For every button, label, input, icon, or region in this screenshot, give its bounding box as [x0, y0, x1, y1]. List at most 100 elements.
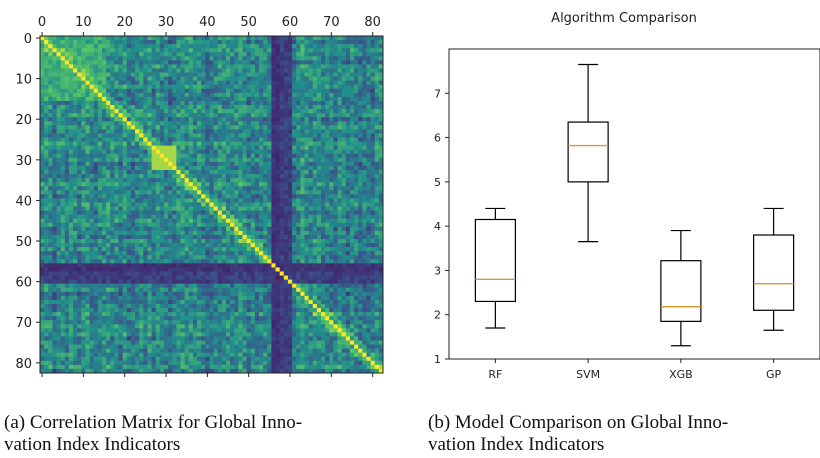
heatmap-cell	[267, 52, 272, 57]
heatmap-cell	[151, 48, 157, 53]
heatmap-cell	[250, 190, 256, 195]
heatmap-cell	[73, 210, 78, 216]
heatmap-cell	[374, 153, 380, 159]
heatmap-cell	[217, 255, 223, 260]
heatmap-cell	[292, 125, 297, 130]
heatmap-cell	[172, 255, 177, 260]
heatmap-cell	[263, 255, 268, 260]
heatmap-cell	[345, 72, 351, 77]
heatmap-cell	[329, 202, 334, 207]
heatmap-cell	[263, 121, 268, 126]
heatmap-cell	[287, 247, 293, 252]
heatmap-cell	[329, 255, 334, 260]
heatmap-cell	[296, 247, 301, 252]
heatmap-cell	[184, 157, 190, 163]
heatmap-cell	[159, 145, 165, 151]
heatmap-cell	[192, 76, 198, 82]
heatmap-cell	[155, 239, 161, 244]
heatmap-cell	[155, 251, 161, 256]
heatmap-cell	[221, 255, 227, 260]
heatmap-cell	[172, 52, 177, 57]
heatmap-cell	[48, 182, 53, 187]
heatmap-cell	[52, 161, 57, 167]
heatmap-cell	[341, 100, 347, 106]
heatmap-cell	[238, 206, 243, 211]
heatmap-cell	[246, 161, 252, 167]
heatmap-cell	[230, 44, 235, 49]
heatmap-cell	[349, 149, 355, 155]
heatmap-cell	[139, 44, 144, 49]
heatmap-cell	[337, 247, 343, 252]
heatmap-cell	[378, 109, 384, 114]
heatmap-cell	[168, 100, 173, 106]
heatmap-cell	[358, 153, 363, 159]
heatmap-cell	[114, 149, 119, 155]
heatmap-cell	[287, 60, 293, 65]
heatmap-cell	[77, 198, 82, 203]
heatmap-cell	[176, 48, 181, 53]
heatmap-cell	[325, 259, 330, 264]
heatmap-cell	[184, 190, 190, 195]
heatmap-cell	[325, 190, 330, 195]
heatmap-cell	[370, 48, 376, 53]
heatmap-cell	[44, 72, 49, 77]
heatmap-cell	[201, 40, 206, 45]
heatmap-cell	[110, 169, 115, 175]
heatmap-cell	[349, 84, 355, 90]
heatmap-cell	[110, 36, 115, 41]
heatmap-cell	[205, 153, 210, 159]
heatmap-cell	[56, 129, 62, 134]
heatmap-cell	[60, 145, 66, 151]
heatmap-cell	[341, 133, 347, 138]
heatmap-cell	[73, 279, 78, 285]
heatmap-cell	[378, 247, 384, 252]
heatmap-cell	[97, 267, 103, 272]
heatmap-cell	[316, 36, 322, 41]
heatmap-cell	[242, 174, 248, 179]
heatmap-cell	[362, 230, 367, 236]
heatmap-cell	[242, 178, 248, 183]
heatmap-cell	[238, 239, 243, 244]
heatmap-cell	[89, 259, 95, 264]
heatmap-cell	[378, 153, 384, 159]
heatmap-cell	[283, 182, 289, 187]
heatmap-cell	[151, 80, 157, 86]
heatmap-cell	[168, 234, 173, 240]
heatmap-cell	[163, 161, 169, 167]
heatmap-cell	[44, 279, 49, 285]
heatmap-cell	[221, 129, 227, 134]
heatmap-cell	[110, 206, 115, 211]
heatmap-cell	[44, 137, 49, 142]
heatmap-cell	[221, 218, 227, 224]
heatmap-cell	[333, 157, 338, 163]
heatmap-cell	[246, 251, 252, 256]
heatmap-cell	[287, 64, 293, 69]
heatmap-cell	[300, 125, 305, 130]
heatmap-cell	[254, 105, 260, 110]
heatmap-cell	[304, 88, 310, 94]
heatmap-cell	[89, 80, 95, 86]
heatmap-cell	[341, 247, 347, 252]
heatmap-cell	[44, 44, 49, 49]
heatmap-cell	[271, 121, 276, 126]
heatmap-cell	[209, 230, 214, 236]
heatmap-cell	[180, 178, 186, 183]
heatmap-cell	[329, 109, 334, 114]
heatmap-cell	[287, 230, 293, 236]
heatmap-cell	[333, 275, 338, 281]
heatmap-cell	[205, 182, 210, 187]
heatmap-cell	[139, 56, 144, 61]
heatmap-cell	[374, 36, 380, 41]
heatmap-cell	[345, 186, 351, 191]
heatmap-cell	[151, 271, 157, 276]
heatmap-cell	[308, 121, 314, 126]
heatmap-cell	[358, 125, 363, 130]
heatmap-cell	[97, 105, 103, 110]
heatmap-cell	[321, 56, 326, 61]
heatmap-cell	[135, 84, 140, 90]
heatmap-cell	[370, 129, 376, 134]
heatmap-cell	[85, 169, 90, 175]
heatmap-cell	[263, 214, 268, 220]
heatmap-cell	[254, 129, 260, 134]
heatmap-cell	[168, 129, 173, 134]
